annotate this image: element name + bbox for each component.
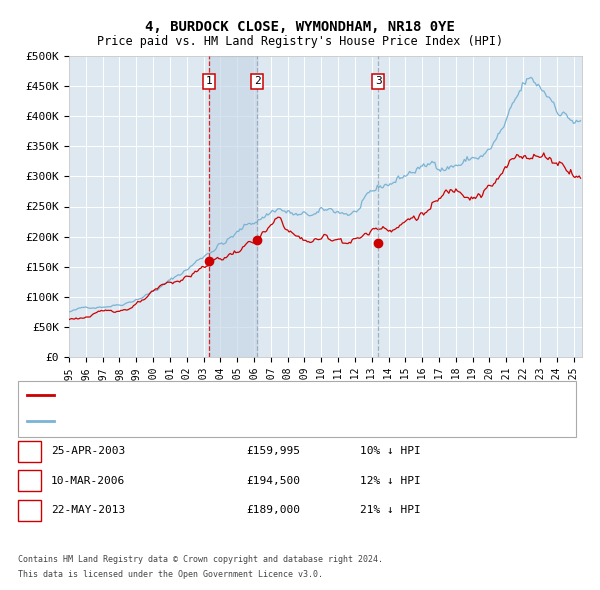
Text: 10-MAR-2006: 10-MAR-2006 [51,476,125,486]
Text: Contains HM Land Registry data © Crown copyright and database right 2024.: Contains HM Land Registry data © Crown c… [18,555,383,564]
Text: £159,995: £159,995 [246,447,300,456]
Text: 1: 1 [26,447,33,456]
Text: £189,000: £189,000 [246,506,300,515]
Text: 4, BURDOCK CLOSE, WYMONDHAM, NR18 0YE: 4, BURDOCK CLOSE, WYMONDHAM, NR18 0YE [145,19,455,34]
Text: 2: 2 [254,76,260,86]
Text: 25-APR-2003: 25-APR-2003 [51,447,125,456]
Text: 4, BURDOCK CLOSE, WYMONDHAM, NR18 0YE (detached house): 4, BURDOCK CLOSE, WYMONDHAM, NR18 0YE (d… [60,391,398,400]
Text: This data is licensed under the Open Government Licence v3.0.: This data is licensed under the Open Gov… [18,570,323,579]
Text: 22-MAY-2013: 22-MAY-2013 [51,506,125,515]
Text: 2: 2 [26,476,33,486]
Text: 10% ↓ HPI: 10% ↓ HPI [360,447,421,456]
Bar [209,56,257,357]
Text: 3: 3 [26,506,33,515]
Text: 1: 1 [206,76,212,86]
Text: 21% ↓ HPI: 21% ↓ HPI [360,506,421,515]
Text: HPI: Average price, detached house, South Norfolk: HPI: Average price, detached house, Sout… [60,416,366,425]
Text: Price paid vs. HM Land Registry's House Price Index (HPI): Price paid vs. HM Land Registry's House … [97,35,503,48]
Text: 3: 3 [375,76,382,86]
Text: 12% ↓ HPI: 12% ↓ HPI [360,476,421,486]
Text: £194,500: £194,500 [246,476,300,486]
